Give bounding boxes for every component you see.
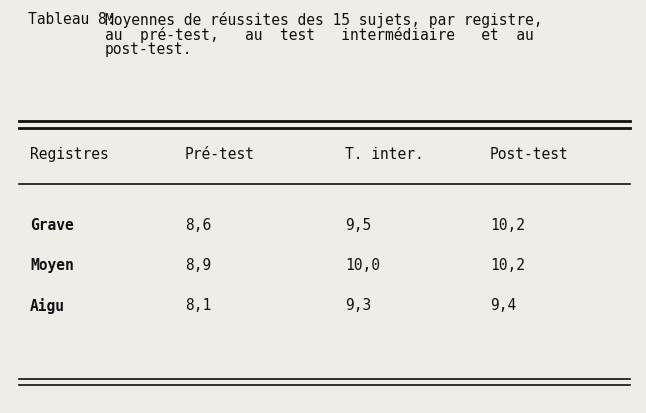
Text: Tableau 8:: Tableau 8: bbox=[28, 12, 116, 27]
Text: T. inter.: T. inter. bbox=[345, 147, 424, 161]
Text: Post-test: Post-test bbox=[490, 147, 568, 161]
Text: 10,2: 10,2 bbox=[490, 257, 525, 272]
Text: 10,2: 10,2 bbox=[490, 218, 525, 233]
Text: au  pré-test,   au  test   intermédiaire   et  au: au pré-test, au test intermédiaire et au bbox=[105, 27, 534, 43]
Text: 8,9: 8,9 bbox=[185, 257, 211, 272]
Text: 9,4: 9,4 bbox=[490, 297, 516, 312]
Text: 9,5: 9,5 bbox=[345, 218, 371, 233]
Text: 8,6: 8,6 bbox=[185, 218, 211, 233]
Text: 10,0: 10,0 bbox=[345, 257, 380, 272]
Text: Grave: Grave bbox=[30, 218, 74, 233]
Text: 8,1: 8,1 bbox=[185, 297, 211, 312]
Text: Moyen: Moyen bbox=[30, 257, 74, 272]
Text: Aigu: Aigu bbox=[30, 297, 65, 313]
Text: Pré-test: Pré-test bbox=[185, 147, 255, 161]
Text: post-test.: post-test. bbox=[105, 42, 193, 57]
Text: 9,3: 9,3 bbox=[345, 297, 371, 312]
Text: Registres: Registres bbox=[30, 147, 109, 161]
Text: Moyennes de réussites des 15 sujets, par registre,: Moyennes de réussites des 15 sujets, par… bbox=[105, 12, 543, 28]
